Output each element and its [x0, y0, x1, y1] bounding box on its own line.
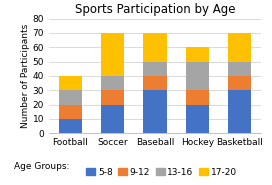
Bar: [228, 90, 252, 133]
Bar: [228, 33, 252, 61]
Bar: [101, 33, 124, 76]
Bar: [58, 90, 82, 105]
Bar: [58, 76, 82, 90]
Y-axis label: Number of Participants: Number of Participants: [21, 24, 30, 128]
Bar: [228, 61, 252, 76]
Bar: [58, 105, 82, 119]
Bar: [143, 76, 167, 90]
Bar: [228, 76, 252, 90]
Bar: [58, 119, 82, 133]
Title: Sports Participation by Age: Sports Participation by Age: [75, 3, 235, 16]
Bar: [101, 76, 124, 90]
Bar: [101, 90, 124, 105]
Bar: [186, 105, 209, 133]
Bar: [143, 33, 167, 61]
Legend: 5-8, 9-12, 13-16, 17-20: 5-8, 9-12, 13-16, 17-20: [86, 168, 237, 177]
Text: Age Groups:: Age Groups:: [14, 162, 69, 171]
Bar: [186, 90, 209, 105]
Bar: [143, 61, 167, 76]
Bar: [143, 90, 167, 133]
Bar: [186, 61, 209, 90]
Bar: [101, 105, 124, 133]
Bar: [186, 47, 209, 61]
